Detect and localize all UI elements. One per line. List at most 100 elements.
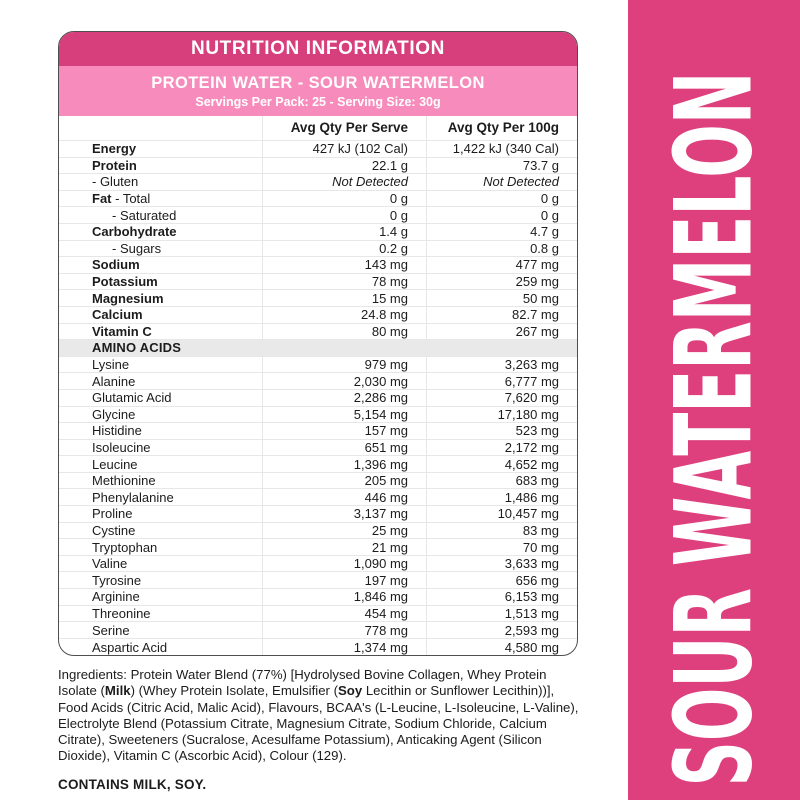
value-per-100g: 82.7 mg <box>426 306 577 323</box>
table-row: Lysine 979 mg 3,263 mg <box>59 356 577 374</box>
value-per-100g: 656 mg <box>426 572 577 589</box>
ingredients-segment: ) (Whey Protein Isolate, Emulsifier ( <box>130 683 338 699</box>
value-per-serve: 78 mg <box>262 273 426 290</box>
product-header: PROTEIN WATER - SOUR WATERMELON Servings… <box>59 66 577 116</box>
value-per-100g: 259 mg <box>426 273 577 290</box>
table-row: Threonine 454 mg 1,513 mg <box>59 605 577 623</box>
value-per-100g: 7,620 mg <box>426 389 577 406</box>
value-per-100g: 0 g <box>426 207 577 223</box>
value-per-serve: 3,137 mg <box>262 506 426 522</box>
value-per-serve: 2,286 mg <box>262 389 426 406</box>
value-per-serve: 22.1 g <box>262 157 426 174</box>
flavor-sidebar-art: SOUR WATERMELON <box>653 72 776 787</box>
table-row: Serine 778 mg 2,593 mg <box>59 622 577 639</box>
col-header-per-100g: Avg Qty Per 100g <box>426 116 577 140</box>
value-per-serve: 1,846 mg <box>262 589 426 605</box>
table-row: Magnesium 15 mg 50 mg <box>59 290 577 307</box>
table-row: Tryptophan 21 mg 70 mg <box>59 539 577 556</box>
ingredients-segment: Ingredients: Protein Water Blend (77%) [… <box>58 667 547 699</box>
value-per-100g: 6,153 mg <box>426 589 577 605</box>
table-row: Vitamin C 80 mg 267 mg <box>59 323 577 341</box>
value-per-serve: 2,030 mg <box>262 373 426 389</box>
value-per-100g: 73.7 g <box>426 157 577 174</box>
nutrient-label: Histidine <box>92 423 142 439</box>
value-per-serve: 454 mg <box>262 605 426 622</box>
value-per-100g: 0.8 g <box>426 240 577 257</box>
value-per-100g: 1,422 kJ (340 Cal) <box>426 141 577 157</box>
ingredients-segment: Lecithin or Sunflower Lecithin))], Food … <box>58 683 579 764</box>
allergen-statement: CONTAINS MILK, SOY. <box>58 777 207 792</box>
section-title: AMINO ACIDS <box>92 340 182 356</box>
table-row: Proline 3,137 mg 10,457 mg <box>59 506 577 523</box>
nutrient-label: Arginine <box>92 589 140 605</box>
value-per-serve: Not Detected <box>262 174 426 190</box>
flavor-vertical-text: SOUR WATERMELON <box>653 72 776 787</box>
serving-info: Servings Per Pack: 25 - Serving Size: 30… <box>195 94 441 109</box>
table-row: Isoleucine 651 mg 2,172 mg <box>59 439 577 457</box>
value-per-100g: 267 mg <box>426 323 577 340</box>
value-per-serve: 446 mg <box>262 489 426 506</box>
value-per-100g: 3,633 mg <box>426 555 577 572</box>
value-per-100g: 70 mg <box>426 539 577 555</box>
value-per-100g: 6,777 mg <box>426 373 577 389</box>
value-per-serve: 15 mg <box>262 290 426 306</box>
nutrient-label: Alanine <box>92 373 136 389</box>
value-per-serve: 1,374 mg <box>262 638 426 656</box>
nutrient-label: - Gluten <box>92 174 139 190</box>
value-per-100g: 2,593 mg <box>426 622 577 638</box>
value-per-serve: 205 mg <box>262 472 426 489</box>
table-row: Aspartic Acid 1,374 mg 4,580 mg <box>59 638 577 656</box>
value-per-100g: 50 mg <box>426 290 577 306</box>
value-per-serve: 157 mg <box>262 423 426 439</box>
panel-title: NUTRITION INFORMATION <box>191 38 445 59</box>
table-row: Calcium 24.8 mg 82.7 mg <box>59 306 577 324</box>
value-per-serve: 143 mg <box>262 257 426 273</box>
value-per-100g: 0 g <box>426 190 577 207</box>
table-row: Sodium 143 mg 477 mg <box>59 257 577 274</box>
nutrient-label: Potassium <box>92 274 158 290</box>
table-row: - Sugars 0.2 g 0.8 g <box>59 240 577 258</box>
nutrient-label: - Sugars <box>112 240 162 256</box>
nutrient-label: Aspartic Acid <box>92 639 168 655</box>
value-per-100g: 3,263 mg <box>426 356 577 373</box>
nutrient-label: Protein <box>92 157 137 173</box>
table-row: Tyrosine 197 mg 656 mg <box>59 572 577 590</box>
nutrient-label: Calcium <box>92 307 143 323</box>
value-per-100g: Not Detected <box>426 174 577 190</box>
value-per-100g: 477 mg <box>426 257 577 273</box>
ingredients-text: Ingredients: Protein Water Blend (77%) [… <box>58 667 584 765</box>
value-per-100g: 17,180 mg <box>426 406 577 423</box>
value-per-serve: 21 mg <box>262 539 426 555</box>
table-header-spacer <box>59 116 262 140</box>
nutrient-label: Serine <box>92 622 130 638</box>
table-row: Protein 22.1 g 73.7 g <box>59 157 577 175</box>
table-body: Energy 427 kJ (102 Cal) 1,422 kJ (340 Cal)… <box>59 141 577 656</box>
table-row: Arginine 1,846 mg 6,153 mg <box>59 589 577 606</box>
value-per-serve: 427 kJ (102 Cal) <box>262 141 426 157</box>
nutrient-label: Cystine <box>92 522 136 538</box>
value-per-serve: 197 mg <box>262 572 426 589</box>
nutrient-label: Valine <box>92 556 128 572</box>
table-row: Valine 1,090 mg 3,633 mg <box>59 555 577 573</box>
value-per-serve: 5,154 mg <box>262 406 426 423</box>
value-per-serve: 979 mg <box>262 356 426 373</box>
value-per-serve: 0 g <box>262 207 426 223</box>
value-per-100g: 1,486 mg <box>426 489 577 506</box>
nutrient-label: Methionine <box>92 473 156 489</box>
table-row: Methionine 205 mg 683 mg <box>59 472 577 490</box>
table-row: Cystine 25 mg 83 mg <box>59 522 577 540</box>
value-per-100g: 83 mg <box>426 522 577 539</box>
value-per-serve: 24.8 mg <box>262 306 426 323</box>
value-per-100g: 4,652 mg <box>426 456 577 472</box>
value-per-serve: 25 mg <box>262 522 426 539</box>
value-per-serve: 0 g <box>262 190 426 207</box>
table-row: Carbohydrate 1.4 g 4.7 g <box>59 223 577 241</box>
panel-title-bar: NUTRITION INFORMATION <box>59 32 577 66</box>
table-row: Phenylalanine 446 mg 1,486 mg <box>59 489 577 507</box>
nutrient-label: Glutamic Acid <box>92 390 172 406</box>
nutrient-label: Threonine <box>92 605 151 621</box>
table-section-row: AMINO ACIDS <box>59 340 577 357</box>
flavor-sidebar: SOUR WATERMELON <box>628 0 800 800</box>
nutrient-label: Phenylalanine <box>92 489 174 505</box>
